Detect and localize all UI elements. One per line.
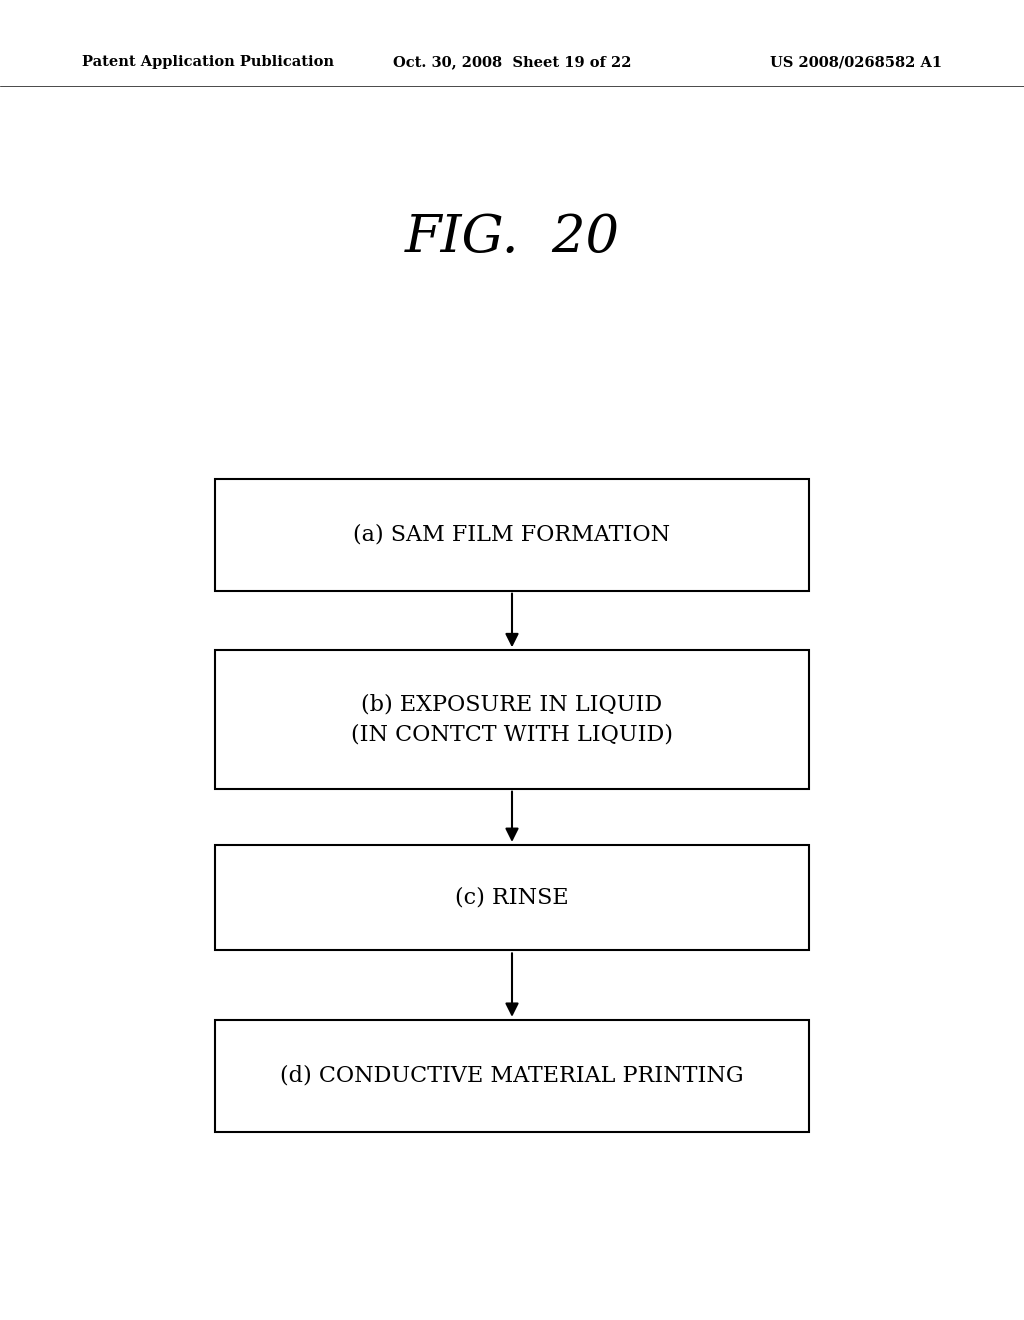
Text: (d) CONDUCTIVE MATERIAL PRINTING: (d) CONDUCTIVE MATERIAL PRINTING: [281, 1065, 743, 1086]
Text: (a) SAM FILM FORMATION: (a) SAM FILM FORMATION: [353, 524, 671, 545]
Text: (b) EXPOSURE IN LIQUID
(IN CONTCT WITH LIQUID): (b) EXPOSURE IN LIQUID (IN CONTCT WITH L…: [351, 693, 673, 746]
Bar: [215, 479, 809, 591]
Text: FIG.  20: FIG. 20: [404, 213, 620, 263]
Text: Oct. 30, 2008  Sheet 19 of 22: Oct. 30, 2008 Sheet 19 of 22: [393, 55, 631, 70]
Text: (c) RINSE: (c) RINSE: [456, 887, 568, 908]
Bar: [215, 845, 809, 950]
Text: Patent Application Publication: Patent Application Publication: [82, 55, 334, 70]
Text: US 2008/0268582 A1: US 2008/0268582 A1: [770, 55, 942, 70]
Bar: [215, 649, 809, 788]
Bar: [215, 1020, 809, 1133]
